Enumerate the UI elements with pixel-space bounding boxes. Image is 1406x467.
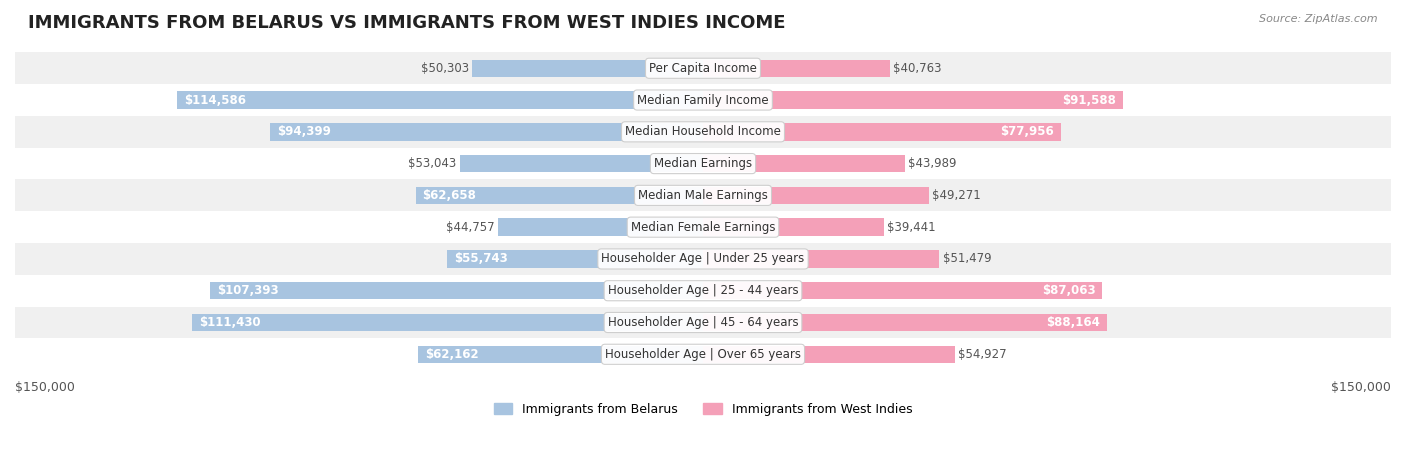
Text: $49,271: $49,271	[932, 189, 981, 202]
Text: $87,063: $87,063	[1042, 284, 1095, 297]
Text: Householder Age | 45 - 64 years: Householder Age | 45 - 64 years	[607, 316, 799, 329]
Text: $88,164: $88,164	[1046, 316, 1101, 329]
Text: Source: ZipAtlas.com: Source: ZipAtlas.com	[1260, 14, 1378, 24]
Bar	[703, 91, 1123, 109]
Text: $40,763: $40,763	[893, 62, 942, 75]
Bar	[498, 219, 703, 236]
Text: $54,927: $54,927	[959, 348, 1007, 361]
Bar	[15, 339, 1391, 370]
Text: IMMIGRANTS FROM BELARUS VS IMMIGRANTS FROM WEST INDIES INCOME: IMMIGRANTS FROM BELARUS VS IMMIGRANTS FR…	[28, 14, 786, 32]
Text: Median Household Income: Median Household Income	[626, 125, 780, 138]
Bar	[15, 116, 1391, 148]
Bar	[15, 275, 1391, 307]
Bar	[416, 187, 703, 204]
Bar	[191, 314, 703, 331]
Bar	[703, 250, 939, 268]
Text: $50,303: $50,303	[420, 62, 468, 75]
Text: $51,479: $51,479	[942, 253, 991, 265]
Text: $55,743: $55,743	[454, 253, 508, 265]
Text: $62,162: $62,162	[425, 348, 478, 361]
Text: $43,989: $43,989	[908, 157, 956, 170]
Text: $44,757: $44,757	[446, 221, 495, 234]
Bar	[270, 123, 703, 141]
Bar	[703, 219, 884, 236]
Text: $114,586: $114,586	[184, 93, 246, 106]
Text: Householder Age | Under 25 years: Householder Age | Under 25 years	[602, 253, 804, 265]
Text: $62,658: $62,658	[422, 189, 477, 202]
Bar	[703, 187, 929, 204]
Bar	[703, 59, 890, 77]
Text: Householder Age | 25 - 44 years: Householder Age | 25 - 44 years	[607, 284, 799, 297]
Text: Median Earnings: Median Earnings	[654, 157, 752, 170]
Text: Median Family Income: Median Family Income	[637, 93, 769, 106]
Bar	[15, 307, 1391, 339]
Text: $150,000: $150,000	[1331, 381, 1391, 394]
Bar	[15, 211, 1391, 243]
Bar	[418, 346, 703, 363]
Text: Householder Age | Over 65 years: Householder Age | Over 65 years	[605, 348, 801, 361]
Bar	[15, 84, 1391, 116]
Text: Per Capita Income: Per Capita Income	[650, 62, 756, 75]
Bar	[211, 282, 703, 299]
Bar	[15, 179, 1391, 211]
Bar	[460, 155, 703, 172]
Bar	[177, 91, 703, 109]
Bar	[703, 155, 905, 172]
Text: $111,430: $111,430	[198, 316, 260, 329]
Bar	[15, 243, 1391, 275]
Text: $107,393: $107,393	[218, 284, 278, 297]
Legend: Immigrants from Belarus, Immigrants from West Indies: Immigrants from Belarus, Immigrants from…	[488, 398, 918, 421]
Text: Median Female Earnings: Median Female Earnings	[631, 221, 775, 234]
Text: Median Male Earnings: Median Male Earnings	[638, 189, 768, 202]
Text: $53,043: $53,043	[408, 157, 457, 170]
Bar	[15, 52, 1391, 84]
Bar	[447, 250, 703, 268]
Bar	[703, 314, 1108, 331]
Text: $39,441: $39,441	[887, 221, 936, 234]
Text: $77,956: $77,956	[1000, 125, 1053, 138]
Text: $91,588: $91,588	[1063, 93, 1116, 106]
Bar	[703, 346, 955, 363]
Text: $150,000: $150,000	[15, 381, 75, 394]
Bar	[15, 148, 1391, 179]
Bar	[703, 282, 1102, 299]
Text: $94,399: $94,399	[277, 125, 330, 138]
Bar	[472, 59, 703, 77]
Bar	[703, 123, 1060, 141]
